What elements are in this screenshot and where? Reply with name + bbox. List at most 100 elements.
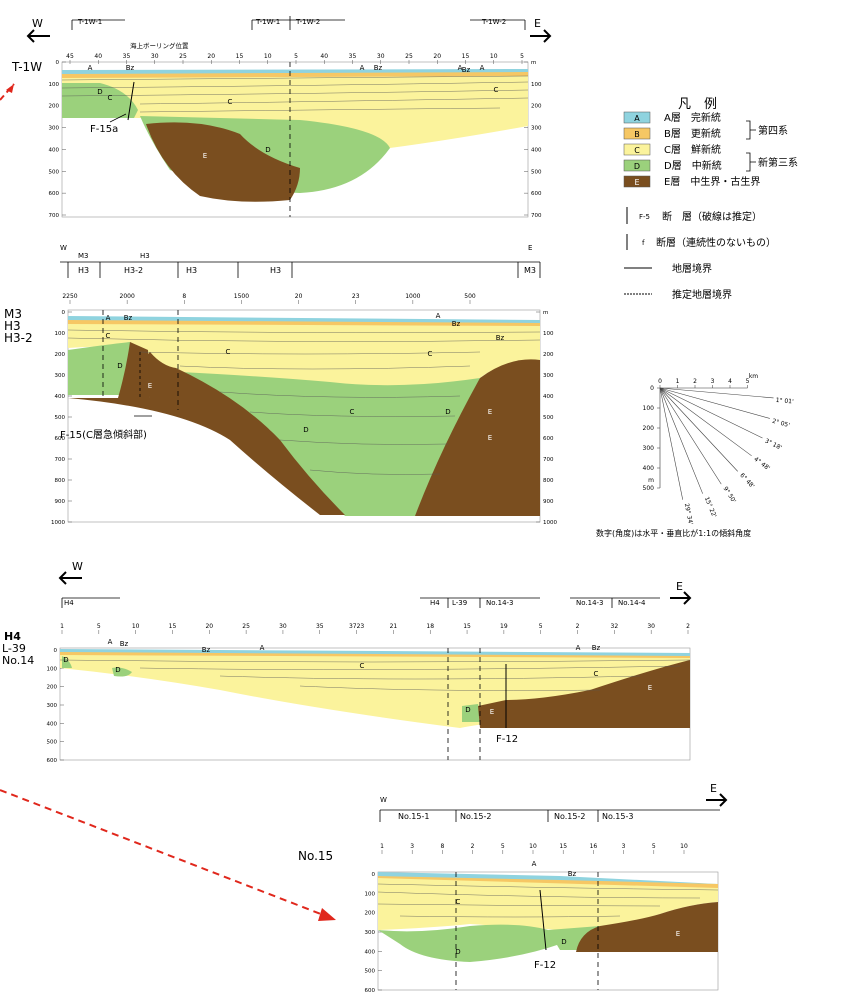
top-tick-label: 15 (169, 623, 177, 630)
angle-km-tick: 4 (728, 378, 732, 385)
depth-tick-label: 400 (543, 394, 554, 400)
legend-swatch-key: B (634, 130, 640, 139)
depth-tick-label: 300 (49, 126, 60, 132)
top-tick-label: 5 (501, 843, 505, 850)
top-tick-label: 25 (242, 623, 250, 630)
layer-mark: E (148, 382, 152, 390)
angle-depth-tick: 0 (650, 385, 654, 392)
layer-mark: C (226, 348, 231, 356)
top-tick-label: 10 (680, 843, 688, 850)
s3-west-label: W (72, 560, 83, 573)
strata-lines-m3 (67, 329, 541, 475)
layer-mark: Bz (120, 640, 129, 648)
s3-header-l39: L-39 (452, 599, 467, 607)
angle-depth-tick: 100 (643, 405, 655, 412)
top-tick-label: 500 (464, 293, 476, 300)
layer-a-t1w (62, 69, 528, 74)
layer-mark: D (115, 666, 120, 674)
depth-tick-label: 500 (543, 415, 554, 421)
top-tick-label: 1000 (405, 293, 420, 300)
angle-ray (659, 387, 763, 439)
layer-mark: E (490, 708, 494, 716)
layer-c-m3 (68, 318, 540, 392)
angle-ray (659, 387, 752, 457)
layer-mark: A (436, 312, 441, 320)
section2-layer-marks: A Bz C C D E C D E A Bz C Bz D E (106, 312, 505, 442)
legend-swatch-key: E (634, 178, 639, 187)
legend-fault-text: 断 層（破線は推定） (662, 210, 762, 223)
layer-mark: A (480, 64, 485, 72)
depth-tick-label: 600 (531, 191, 542, 197)
layer-mark: A (576, 644, 581, 652)
angle-ray (659, 387, 684, 500)
legend-item-text: B層 更新統 (664, 127, 721, 140)
header-t1w1-a: T-1W-1 (77, 18, 102, 26)
angle-ray-label: 15° 22' (703, 496, 718, 519)
s3-header-no14-3-a: No.14-3 (486, 599, 514, 607)
angle-km-tick: 2 (693, 378, 697, 385)
angle-ray-label: 6° 48' (738, 472, 756, 490)
layer-e-m3-block (118, 342, 150, 398)
depth-tick-label: 700 (49, 213, 60, 219)
header-t1w2-a: T-1W-2 (295, 18, 320, 26)
section3-depth-scale: 0 100 200 300 400 500 600 (47, 648, 64, 764)
top-tick-label: 10 (490, 53, 498, 60)
top-tick-label: 5 (97, 623, 101, 630)
top-tick-label: 10 (264, 53, 272, 60)
top-tick-label: 35 (316, 623, 324, 630)
layer-d-no15 (378, 924, 560, 962)
angle-ray-label: 9° 50' (722, 485, 738, 504)
top-tick-label: 20 (207, 53, 215, 60)
depth-tick-label: 500 (47, 740, 58, 746)
layer-c-t1w (62, 71, 528, 149)
s3-header-no14-4: No.14-4 (618, 599, 646, 607)
angle-km-tick: 3 (711, 378, 715, 385)
s3-header-no14-3-b: No.14-3 (576, 599, 604, 607)
s2-header-h3-b: H3 (186, 266, 197, 275)
legend-swatch-key: C (634, 146, 640, 155)
s2-name-h3: H3 (4, 319, 21, 333)
top-tick-label: 45 (66, 53, 74, 60)
angle-ray-label: 4° 48' (752, 456, 771, 473)
depth-tick-label: 400 (49, 147, 60, 153)
layer-d-no14-east (462, 704, 482, 722)
layer-d-no14-mid (112, 667, 132, 677)
section-no15: W E No.15-1 No.15-2 No.15-2 No.15-3 No.1… (298, 782, 728, 994)
angle-ray-label: 1° 01' (775, 397, 794, 406)
layer-mark: Bz (202, 646, 211, 654)
top-tick-label: 30 (647, 623, 655, 630)
strata-lines-no15 (377, 883, 719, 918)
depth-tick-label: 200 (55, 352, 66, 358)
fault-label-f15: F-15(C層急傾斜部) (60, 428, 147, 441)
depth-tick-label: 100 (47, 666, 58, 672)
depth-tick-label: 200 (531, 104, 542, 110)
legend-swatch-c (623, 143, 651, 156)
layer-mark: D (117, 362, 122, 370)
header-t1w2-b: T-1W-2 (481, 18, 506, 26)
top-tick-label: 20 (295, 293, 303, 300)
s4-header-no15-2-b: No.15-2 (554, 812, 585, 821)
s3-name-h4: H4 (4, 630, 21, 643)
layer-e-no15 (576, 902, 718, 952)
top-tick-label: 20 (205, 623, 213, 630)
angle-ray (659, 387, 703, 494)
depth-tick-label: 500 (365, 969, 376, 975)
layer-mark: A (88, 64, 93, 72)
legend-boundary: 地層境界 (672, 262, 712, 275)
top-tick-label: 20 (433, 53, 441, 60)
depth-tick-label: 100 (49, 82, 60, 88)
depth-tick-label: 500 (531, 169, 542, 175)
layer-mark: C (108, 94, 113, 102)
layer-mark: Bz (568, 870, 577, 878)
top-tick-label: 23 (352, 293, 360, 300)
s2-header-h3-2: H3-2 (124, 266, 143, 275)
legend-bracket-quaternary: 第四系 (758, 124, 788, 137)
depth-tick-label: 1000 (543, 520, 557, 526)
s4-header-no15-1: No.15-1 (398, 812, 429, 821)
layer-e-m3-east (415, 359, 540, 516)
top-tick-label: 15 (236, 53, 244, 60)
angle-depth-tick: 500 (643, 485, 655, 492)
top-tick-label: 8 (182, 293, 186, 300)
